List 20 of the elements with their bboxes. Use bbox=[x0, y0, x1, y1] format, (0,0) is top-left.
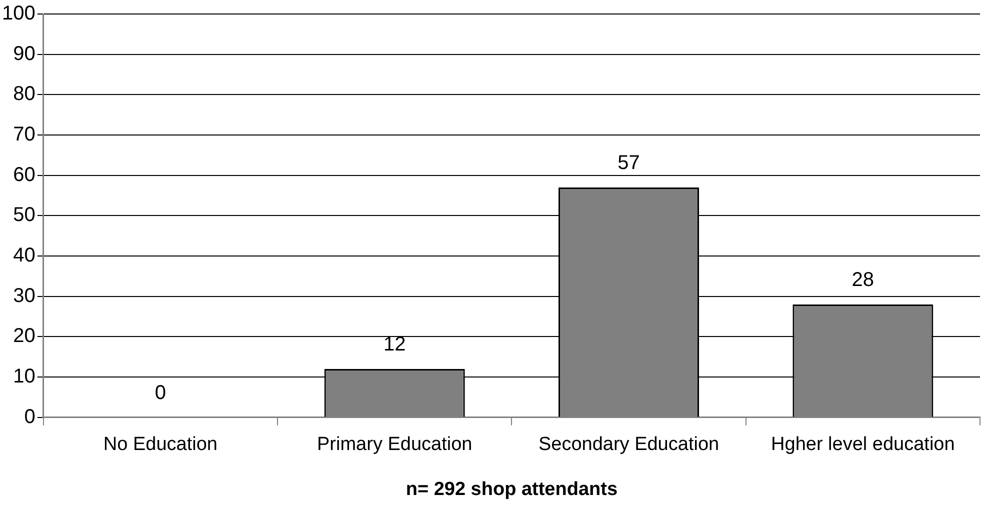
data-label: 12 bbox=[383, 334, 406, 356]
y-tick-label: 60 bbox=[13, 164, 36, 186]
x-tick-label: No Education bbox=[103, 434, 218, 456]
x-tick-label: Hgher level education bbox=[771, 434, 955, 456]
x-tick-label: Primary Education bbox=[316, 434, 472, 456]
y-tick-label: 90 bbox=[13, 42, 36, 65]
data-label: 0 bbox=[154, 382, 166, 404]
y-tick-label: 10 bbox=[13, 366, 36, 388]
y-tick-label: 50 bbox=[13, 204, 36, 226]
y-tick-label: 40 bbox=[13, 244, 36, 267]
y-tick-label: 100 bbox=[2, 2, 36, 25]
y-tick-label: 80 bbox=[13, 83, 36, 106]
data-label: 28 bbox=[852, 268, 874, 291]
data-label: 57 bbox=[618, 152, 640, 174]
y-tick-label: 20 bbox=[13, 325, 36, 348]
y-tick-label: 70 bbox=[13, 124, 36, 146]
y-tick-label: 0 bbox=[24, 406, 36, 428]
y-tick-label: 30 bbox=[13, 284, 36, 307]
x-axis-title: n= 292 shop attendants bbox=[406, 478, 618, 500]
x-tick-label: Secondary Education bbox=[538, 434, 720, 456]
